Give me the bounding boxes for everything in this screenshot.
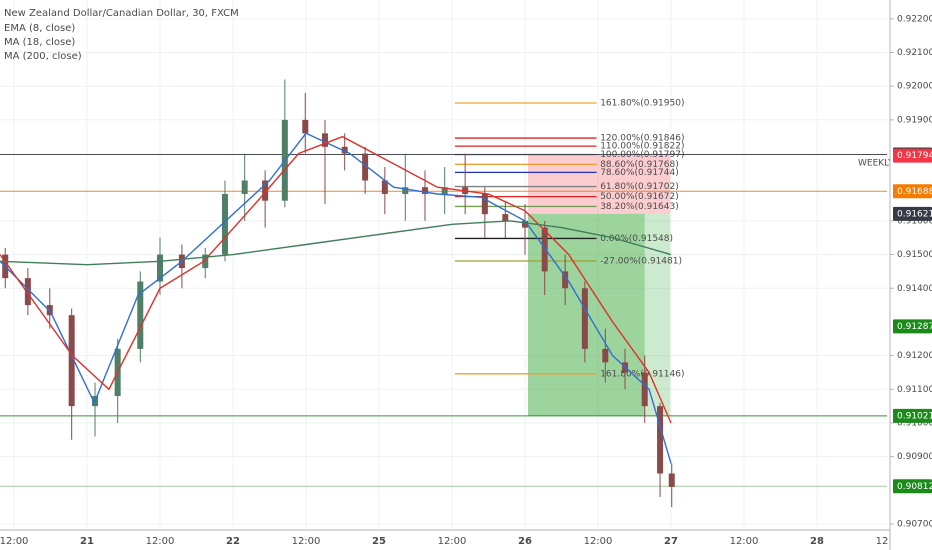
candle-body	[321, 133, 328, 147]
indicator-line	[0, 220, 672, 266]
x-tick-label: 25	[372, 536, 386, 547]
candle-body	[481, 193, 488, 215]
candle-body	[362, 153, 369, 181]
y-tick-label: 0.90900	[897, 452, 932, 462]
indicator-line	[0, 132, 672, 464]
fib-label: 120.00%(0.91846)	[600, 134, 684, 144]
x-tick-label: 12:00	[0, 536, 28, 547]
candle-body	[157, 254, 163, 282]
fib-label: -27.00%(0.91481)	[600, 256, 682, 266]
candle-body	[581, 288, 588, 349]
price-tag	[893, 319, 932, 334]
fib-label: 78.60%(0.91744)	[600, 168, 679, 178]
price-tag-label: 0.91021	[897, 411, 932, 421]
candle-body	[562, 271, 569, 289]
y-tick-label: 0.92100	[897, 48, 932, 58]
fib-label: 88.60%(0.91768)	[600, 160, 679, 170]
candle-body	[541, 227, 548, 272]
price-tag	[893, 184, 932, 199]
price-tag	[893, 148, 932, 163]
fib-label: 161.80%(0.91950)	[600, 99, 684, 109]
candle-body	[641, 372, 648, 407]
annotation: WEEKLY	[858, 159, 894, 169]
candle-body	[421, 187, 428, 194]
candle-body	[602, 348, 609, 363]
candle-body	[241, 180, 248, 194]
candle-body	[341, 146, 348, 154]
y-tick-label: 0.91500	[897, 250, 932, 260]
candle-body	[381, 180, 388, 194]
y-tick-label: 0.92000	[897, 82, 932, 92]
x-tick-label: 12:00	[438, 536, 467, 547]
indicator-legend: EMA (8, close)	[4, 23, 75, 34]
indicator-line	[0, 135, 672, 424]
fib-label: 0.00%(0.91548)	[600, 234, 673, 244]
fib-label: 110.00%(0.91822)	[600, 142, 684, 152]
x-tick-label: 27	[664, 536, 678, 547]
price-tag-label: 0.91287	[897, 322, 932, 332]
y-tick-label: 0.91600	[897, 216, 932, 226]
price-axis	[890, 0, 932, 550]
candle-body	[137, 281, 144, 349]
candle-body	[302, 119, 309, 134]
x-tick-label: 22	[226, 536, 240, 547]
candle-body	[24, 278, 31, 306]
x-tick-label: 21	[80, 536, 94, 547]
candle-body	[262, 180, 269, 201]
x-tick-label: 12:00	[146, 536, 175, 547]
candle-body	[668, 473, 675, 487]
y-tick-label: 0.90700	[897, 520, 932, 530]
candle-body	[202, 254, 209, 269]
price-tag-label: 0.91794	[897, 151, 932, 161]
x-tick-label: 12:00	[292, 536, 321, 547]
x-tick-label: 12:00	[730, 536, 759, 547]
y-tick-label: 0.91100	[897, 385, 932, 395]
x-tick-label: 12:00	[584, 536, 613, 547]
y-tick-label: 0.91900	[897, 115, 932, 125]
candle-body	[502, 214, 509, 221]
price-tag	[893, 479, 932, 494]
y-tick-label: 0.91400	[897, 284, 932, 294]
chart-title: New Zealand Dollar/Canadian Dollar, 30, …	[4, 8, 239, 19]
x-tick-label: 28	[810, 536, 824, 547]
fib-label: 61.80%(0.91702)	[600, 182, 679, 192]
candle-body	[522, 220, 528, 228]
candle-body	[221, 193, 228, 255]
fib-label: 50.00%(0.91672)	[600, 192, 679, 202]
price-tag-label: 0.91688	[897, 187, 932, 197]
candle-body	[441, 187, 448, 194]
x-tick-label: 26	[518, 536, 532, 547]
y-tick-label: 0.91000	[897, 418, 932, 428]
y-tick-label: 0.91200	[897, 351, 932, 361]
price-tag	[893, 408, 932, 423]
y-tick-label: 0.92200	[897, 14, 932, 24]
candle-body	[68, 315, 75, 407]
indicator-legend: MA (18, close)	[4, 37, 75, 48]
indicator-legend: MA (200, close)	[4, 51, 82, 62]
price-tag	[893, 206, 932, 221]
candle-body	[402, 187, 409, 194]
target-zone-open	[644, 213, 671, 416]
price-tag-label: 0.91621	[897, 209, 932, 219]
price-tag-label: 0.90812	[897, 482, 932, 492]
fib-label: 38.20%(0.91643)	[600, 202, 679, 212]
candle-body	[657, 406, 664, 474]
